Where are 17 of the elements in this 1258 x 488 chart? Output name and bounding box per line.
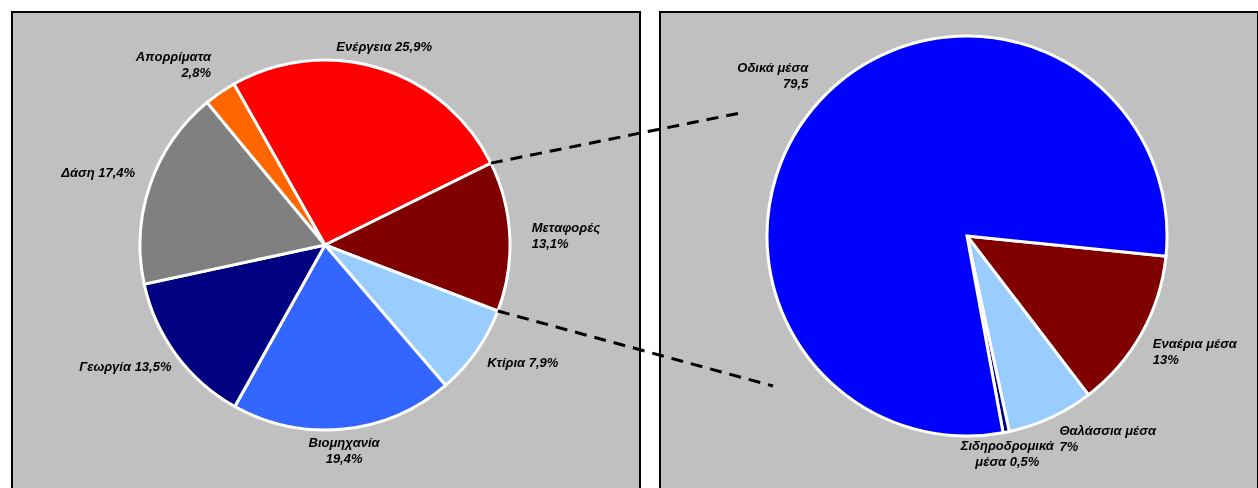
data-label: 79,5 [782,75,810,91]
slice-label: Θαλάσσια μέσα [1059,423,1157,438]
data-label: 13,1% [531,235,570,251]
slice-label: Γεωργία 13,5% [79,358,172,374]
slice-label: Βιομηχανία [308,435,381,451]
slice-label: Οδικά μέσα [737,59,810,75]
slice-label: Ενέργεια 25,9% [336,38,433,54]
data-label: 7% [1059,439,1079,454]
slice-label: Απορρίματα [134,49,212,65]
slice-label: Μεταφορές [531,219,601,235]
slice-label: Κτίρια 7,9% [487,354,559,370]
data-label: 19,4% [325,451,363,467]
data-label: 2,8% [180,65,212,81]
slice-label: Δάση 17,4% [60,165,136,181]
data-label: 13% [1152,352,1180,368]
slice-label: Εναέρια μέσα [1152,336,1238,352]
slice-label: Σιδηροδρομικά μέσα 0,5% [959,438,1055,470]
